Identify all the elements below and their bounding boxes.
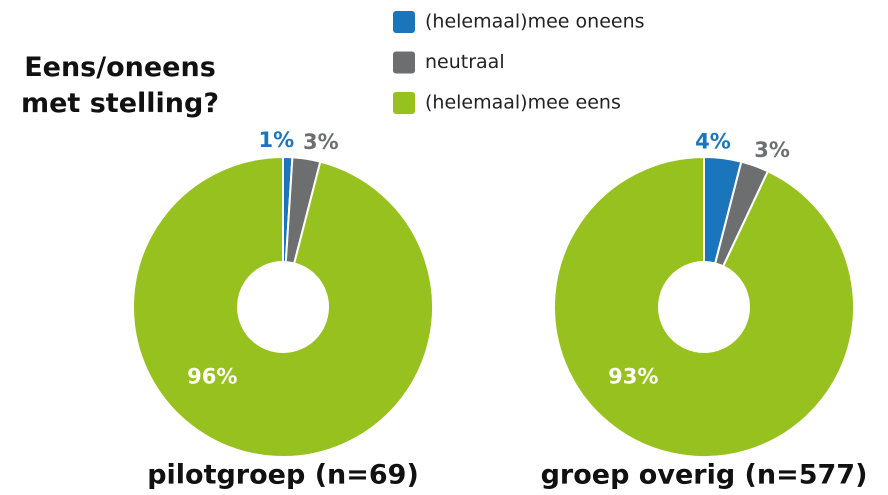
chart-title: Eens/oneens met stelling? [20, 52, 220, 119]
data-label: 3% [303, 130, 339, 154]
data-label: 4% [695, 129, 731, 153]
legend-label: (helemaal)mee oneens [425, 11, 645, 33]
legend-label: (helemaal)mee eens [425, 92, 621, 114]
legend-swatch [393, 51, 415, 74]
legend-label: neutraal [425, 51, 505, 73]
data-label: 1% [259, 128, 295, 152]
data-label: 93% [608, 365, 658, 389]
pie-slice [553, 155, 855, 458]
chart-subtitle: groep overig (n=577) [541, 460, 868, 491]
pie-slice [132, 155, 434, 458]
chart-subtitle: pilotgroep (n=69) [147, 460, 419, 491]
legend-swatch [393, 11, 415, 33]
data-label: 96% [187, 365, 237, 389]
legend-swatch [393, 92, 415, 114]
data-label: 3% [754, 138, 790, 162]
